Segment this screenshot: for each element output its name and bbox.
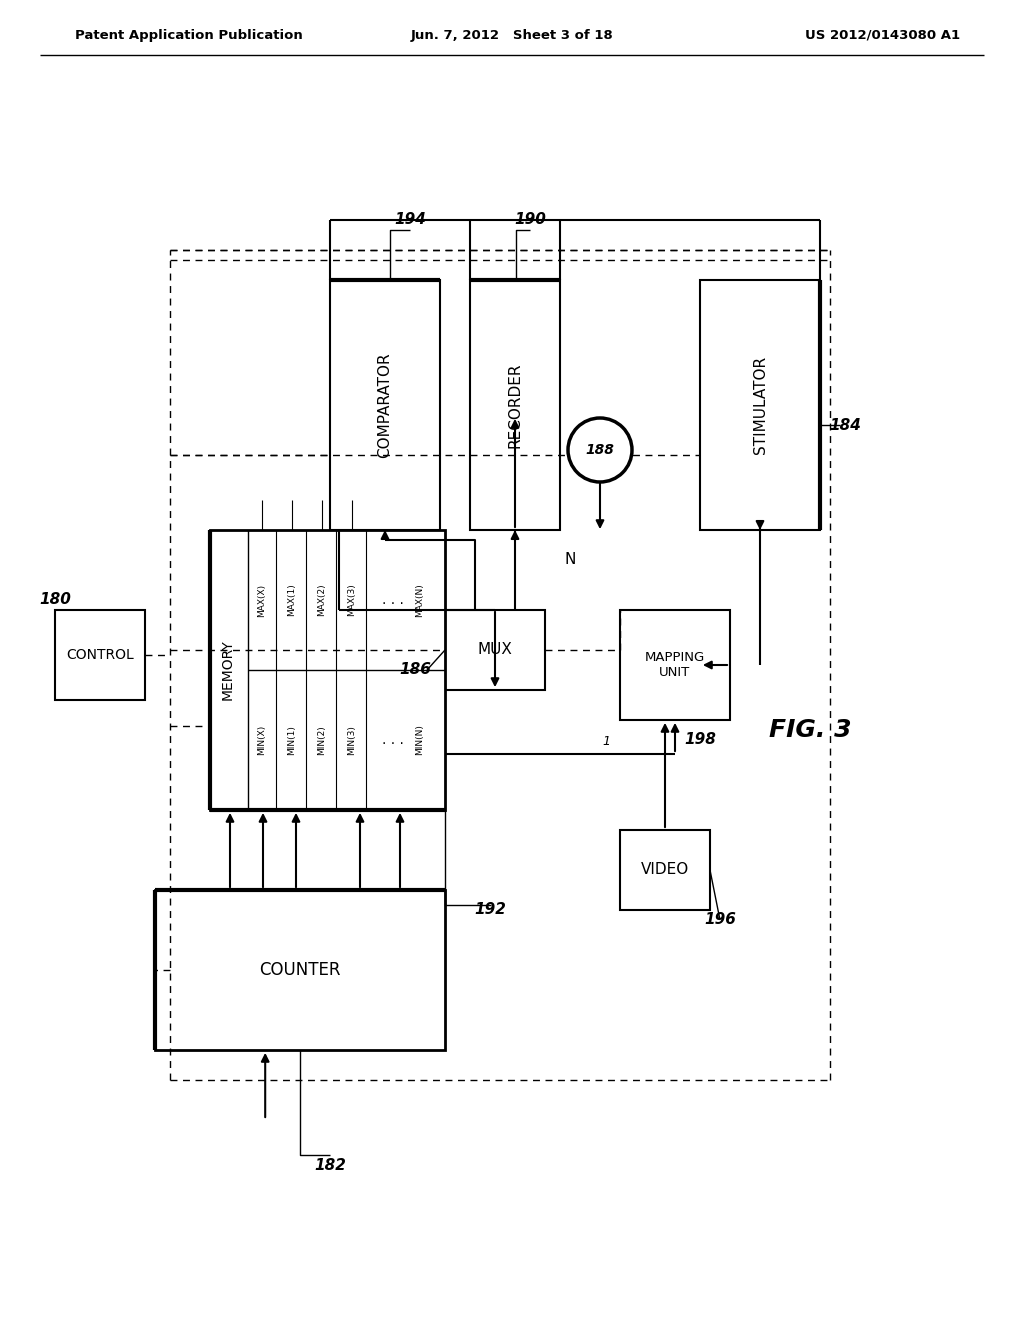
- Text: RECORDER: RECORDER: [508, 362, 522, 447]
- Text: 182: 182: [314, 1158, 346, 1172]
- Text: . . .: . . .: [382, 733, 403, 747]
- Text: STIMULATOR: STIMULATOR: [753, 356, 768, 454]
- Text: MAX(1): MAX(1): [288, 583, 297, 616]
- Text: 188: 188: [586, 444, 614, 457]
- Text: MUX: MUX: [477, 643, 512, 657]
- Text: MIN(3): MIN(3): [347, 725, 356, 755]
- Text: MEMORY: MEMORY: [221, 640, 234, 701]
- Text: . . .: . . .: [382, 593, 403, 607]
- Bar: [620, 610, 730, 719]
- Text: 190: 190: [514, 213, 546, 227]
- Text: Jun. 7, 2012   Sheet 3 of 18: Jun. 7, 2012 Sheet 3 of 18: [411, 29, 613, 41]
- Text: N: N: [565, 553, 577, 568]
- Text: MIN(1): MIN(1): [288, 725, 297, 755]
- Text: MAX(X): MAX(X): [257, 583, 266, 616]
- Bar: [620, 830, 710, 909]
- Text: MAX(N): MAX(N): [416, 583, 425, 616]
- Bar: [445, 610, 545, 690]
- Text: COMPARATOR: COMPARATOR: [378, 352, 392, 458]
- Text: 194: 194: [394, 213, 426, 227]
- Text: MIN(N): MIN(N): [416, 725, 425, 755]
- Bar: [700, 280, 820, 531]
- Text: 1: 1: [602, 735, 610, 748]
- Text: 184: 184: [829, 417, 861, 433]
- Text: 192: 192: [474, 903, 506, 917]
- Bar: [55, 610, 145, 700]
- Text: 180: 180: [39, 593, 71, 607]
- Text: COUNTER: COUNTER: [259, 961, 341, 979]
- Text: 186: 186: [399, 663, 431, 677]
- Bar: [210, 531, 445, 810]
- Text: MIN(X): MIN(X): [257, 725, 266, 755]
- Text: MAPPING
UNIT: MAPPING UNIT: [645, 651, 706, 678]
- Text: MAX(3): MAX(3): [347, 583, 356, 616]
- Text: MAX(2): MAX(2): [317, 583, 327, 616]
- Text: 196: 196: [705, 912, 736, 928]
- Text: CONTROL: CONTROL: [67, 648, 134, 663]
- Bar: [330, 280, 440, 531]
- Text: FIG. 3: FIG. 3: [769, 718, 851, 742]
- Text: 198: 198: [684, 733, 716, 747]
- Text: VIDEO: VIDEO: [641, 862, 689, 878]
- Text: Patent Application Publication: Patent Application Publication: [75, 29, 303, 41]
- Circle shape: [568, 418, 632, 482]
- Text: US 2012/0143080 A1: US 2012/0143080 A1: [805, 29, 961, 41]
- Bar: [470, 280, 560, 531]
- Bar: [155, 890, 445, 1049]
- Text: MIN(2): MIN(2): [317, 725, 327, 755]
